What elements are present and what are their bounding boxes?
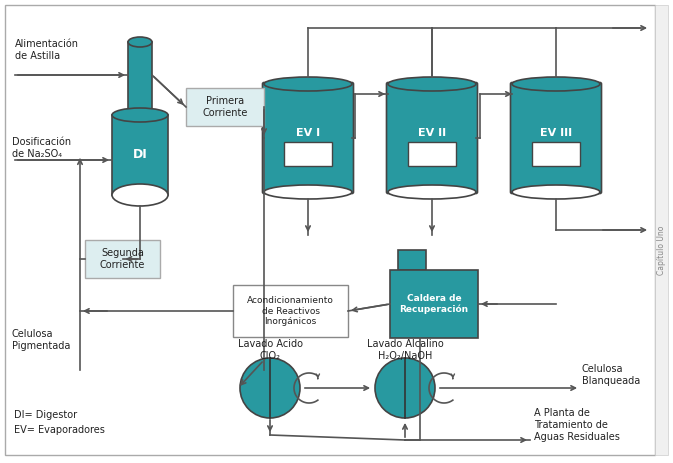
FancyBboxPatch shape (511, 82, 602, 194)
Bar (284, 142, 332, 166)
Bar (655, 5, 668, 455)
FancyBboxPatch shape (262, 82, 353, 194)
Bar (390, 270, 478, 338)
Ellipse shape (112, 108, 168, 122)
Bar (128, 42, 152, 115)
Text: EV= Evaporadores: EV= Evaporadores (14, 425, 105, 435)
Circle shape (375, 358, 435, 418)
Bar (532, 142, 580, 166)
Bar (398, 250, 426, 270)
Ellipse shape (128, 37, 152, 47)
Ellipse shape (112, 184, 168, 206)
Text: Celulosa
Pigmentada: Celulosa Pigmentada (12, 329, 71, 351)
Text: Lavado Acido
ClO₂: Lavado Acido ClO₂ (238, 339, 302, 361)
FancyBboxPatch shape (186, 88, 264, 126)
Text: DI= Digestor: DI= Digestor (14, 410, 77, 420)
Ellipse shape (264, 185, 352, 199)
Text: Capítulo Uno: Capítulo Uno (656, 225, 666, 275)
Text: EV II: EV II (418, 128, 446, 138)
FancyBboxPatch shape (386, 82, 478, 194)
Text: Dosificación
de Na₂SO₄: Dosificación de Na₂SO₄ (12, 137, 71, 159)
Text: DI: DI (133, 149, 147, 162)
Ellipse shape (388, 185, 476, 199)
Ellipse shape (388, 77, 476, 91)
Circle shape (240, 358, 300, 418)
Ellipse shape (512, 77, 600, 91)
Bar (112, 115, 168, 195)
Text: Lavado Alcalino
H₂O₂/NaOH: Lavado Alcalino H₂O₂/NaOH (367, 339, 444, 361)
FancyBboxPatch shape (85, 240, 160, 278)
Ellipse shape (264, 77, 352, 91)
Text: EV I: EV I (296, 128, 320, 138)
Text: Primera
Corriente: Primera Corriente (203, 96, 248, 118)
Text: Acondicionamiento
de Reactivos
Inorgánicos: Acondicionamiento de Reactivos Inorgánic… (247, 296, 334, 326)
Text: A Planta de
Tratamiento de
Aguas Residuales: A Planta de Tratamiento de Aguas Residua… (534, 408, 620, 442)
Text: EV III: EV III (540, 128, 572, 138)
Text: Segunda
Corriente: Segunda Corriente (100, 248, 145, 270)
FancyBboxPatch shape (233, 285, 348, 337)
Text: Caldera de
Recuperación: Caldera de Recuperación (400, 294, 468, 314)
Ellipse shape (512, 185, 600, 199)
Text: Celulosa
Blanqueada: Celulosa Blanqueada (582, 364, 640, 386)
Text: Alimentación
de Astilla: Alimentación de Astilla (15, 39, 79, 61)
Bar (408, 142, 456, 166)
